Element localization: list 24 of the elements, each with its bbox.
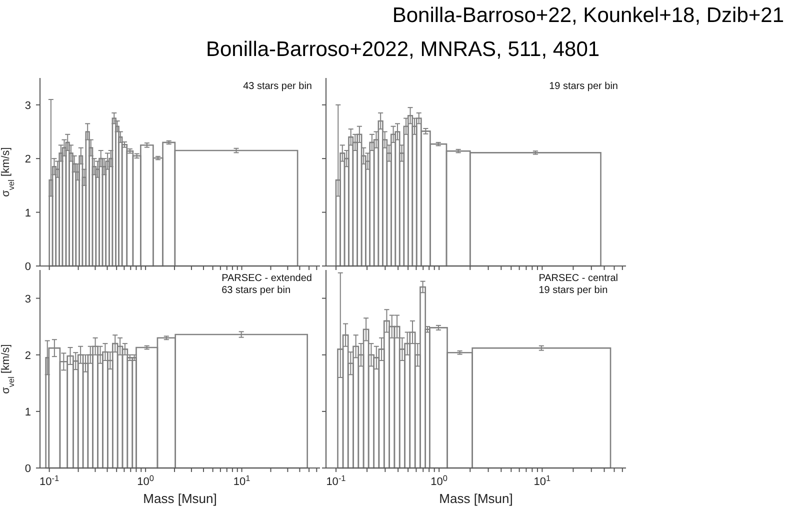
annotation: PARSEC - extended — [222, 273, 312, 285]
annotation: 19 stars per bin — [538, 285, 609, 297]
y-tick-label: 2 — [24, 350, 31, 362]
y-tick-label: 0 — [24, 261, 31, 273]
x-tick-label: 10$^{0}$ — [430, 474, 448, 488]
x-tick-label: 10$^{-1}$ — [326, 474, 346, 488]
y-tick-label: 1 — [24, 207, 31, 220]
text: Bonilla-Barroso+2022, MNRAS, 511, 4801 — [206, 38, 600, 62]
annotation: 19 stars per bin — [549, 81, 618, 93]
annotation: 63 stars per bin — [222, 285, 292, 297]
x-tick-label: 10$^{1}$ — [534, 474, 552, 488]
text: Bonilla-Barroso+22, Kounkel+18, Dzib+21 — [392, 4, 784, 28]
y-tick-label: 0 — [24, 463, 31, 475]
y-tick-label: 2 — [24, 154, 31, 166]
annotation: 43 stars per bin — [243, 81, 312, 93]
y-tick-label: 3 — [24, 293, 31, 306]
x-tick-label: 10$^{1}$ — [233, 474, 251, 488]
x-tick-label: 10$^{-1}$ — [40, 474, 60, 488]
x-axis-title: Mass [Msun] — [439, 491, 513, 506]
y-tick-label: 1 — [24, 406, 31, 418]
annotation: PARSEC - central — [538, 273, 618, 285]
x-tick-label: 10$^{0}$ — [137, 474, 154, 488]
x-axis-title: Mass [Msun] — [143, 491, 217, 506]
y-tick-label: 3 — [24, 100, 31, 112]
